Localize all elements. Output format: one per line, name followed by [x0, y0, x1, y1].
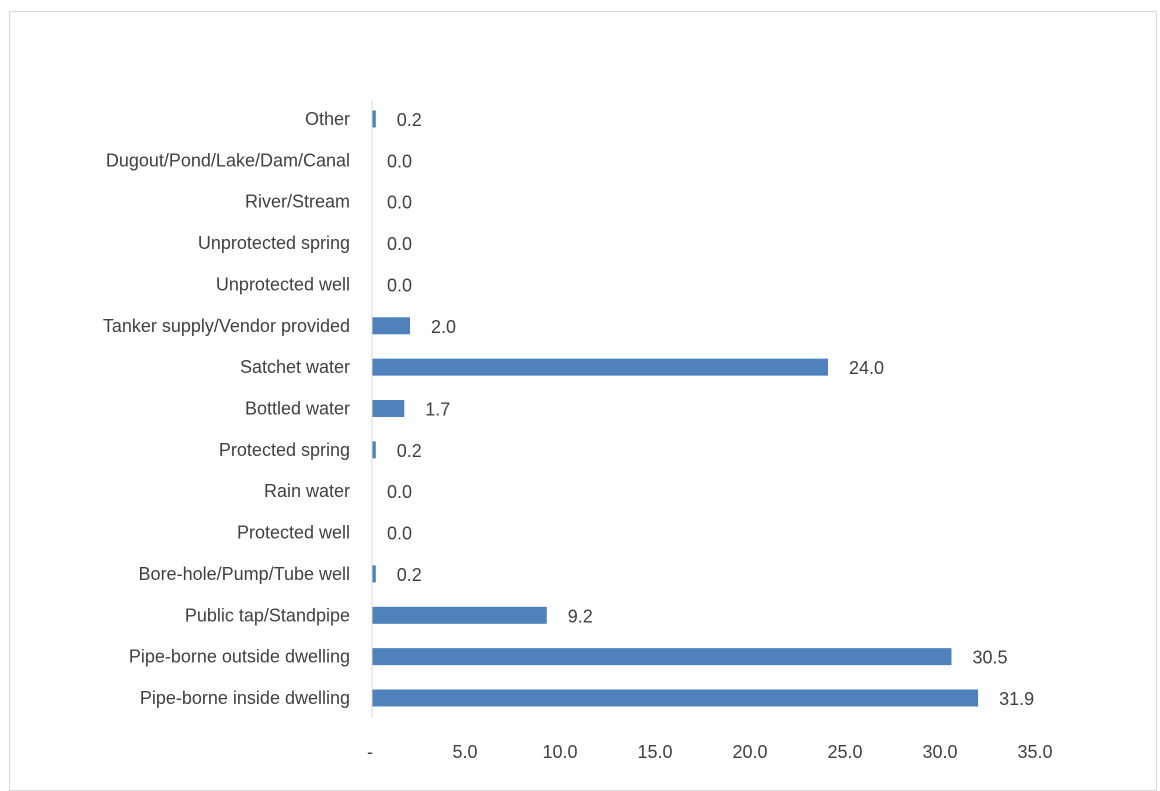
category-label: Dugout/Pond/Lake/Dam/Canal [106, 150, 350, 170]
x-tick-label: 20.0 [732, 742, 767, 762]
bar-8 [372, 358, 828, 376]
category-label: Satchet water [240, 357, 350, 377]
data-label: 0.0 [387, 193, 412, 213]
x-tick-label: 15.0 [637, 742, 672, 762]
data-label: 0.2 [397, 110, 422, 130]
bar-3 [372, 565, 376, 583]
data-label: 0.0 [387, 234, 412, 254]
data-label: 0.0 [387, 151, 412, 171]
bars-group [372, 110, 979, 707]
x-tick-label: 10.0 [542, 742, 577, 762]
bar-14 [372, 110, 376, 128]
category-label: Other [305, 109, 350, 129]
bar-6 [372, 441, 376, 459]
data-label: 0.0 [387, 275, 412, 295]
category-label: Protected well [237, 523, 350, 543]
data-label: 0.0 [387, 524, 412, 544]
data-labels-group: 31.9 30.5 9.2 0.2 0.0 0.0 0.2 1.7 24.0 2.0 0.0 0.0 0… [387, 110, 1034, 709]
category-label: River/Stream [245, 192, 350, 212]
x-tick-label: 5.0 [452, 742, 477, 762]
x-axis-ticks-group: - 5.0 10.0 15.0 20.0 25.0 30.0 35.0 [367, 742, 1053, 762]
data-label: 0.0 [387, 482, 412, 502]
data-label: 9.2 [568, 606, 593, 626]
data-label: 1.7 [425, 400, 450, 420]
x-tick-label: 35.0 [1017, 742, 1052, 762]
bar-2 [372, 606, 547, 624]
category-label: Bottled water [245, 399, 350, 419]
bar-0 [372, 689, 979, 707]
category-label: Rain water [264, 481, 350, 501]
category-label: Pipe-borne inside dwelling [140, 688, 350, 708]
category-label: Unprotected spring [198, 233, 350, 253]
category-label: Tanker supply/Vendor provided [103, 316, 350, 336]
data-label: 31.9 [999, 689, 1034, 709]
data-label: 2.0 [431, 317, 456, 337]
x-tick-label: 25.0 [827, 742, 862, 762]
x-tick-label: 30.0 [922, 742, 957, 762]
bar-7 [372, 400, 405, 417]
category-label: Unprotected well [216, 274, 350, 294]
category-label: Bore-hole/Pump/Tube well [139, 564, 350, 584]
bar-9 [372, 317, 410, 335]
category-labels-group: Pipe-borne inside dwelling Pipe-borne out… [103, 109, 350, 708]
category-label: Protected spring [219, 440, 350, 460]
data-label: 0.2 [397, 565, 422, 585]
x-tick-label: - [367, 742, 373, 762]
data-label: 24.0 [849, 358, 884, 378]
bar-1 [372, 648, 952, 666]
data-label: 0.2 [397, 441, 422, 461]
category-label: Pipe-borne outside dwelling [129, 647, 350, 667]
data-label: 30.5 [973, 648, 1008, 668]
category-label: Public tap/Standpipe [185, 605, 350, 625]
